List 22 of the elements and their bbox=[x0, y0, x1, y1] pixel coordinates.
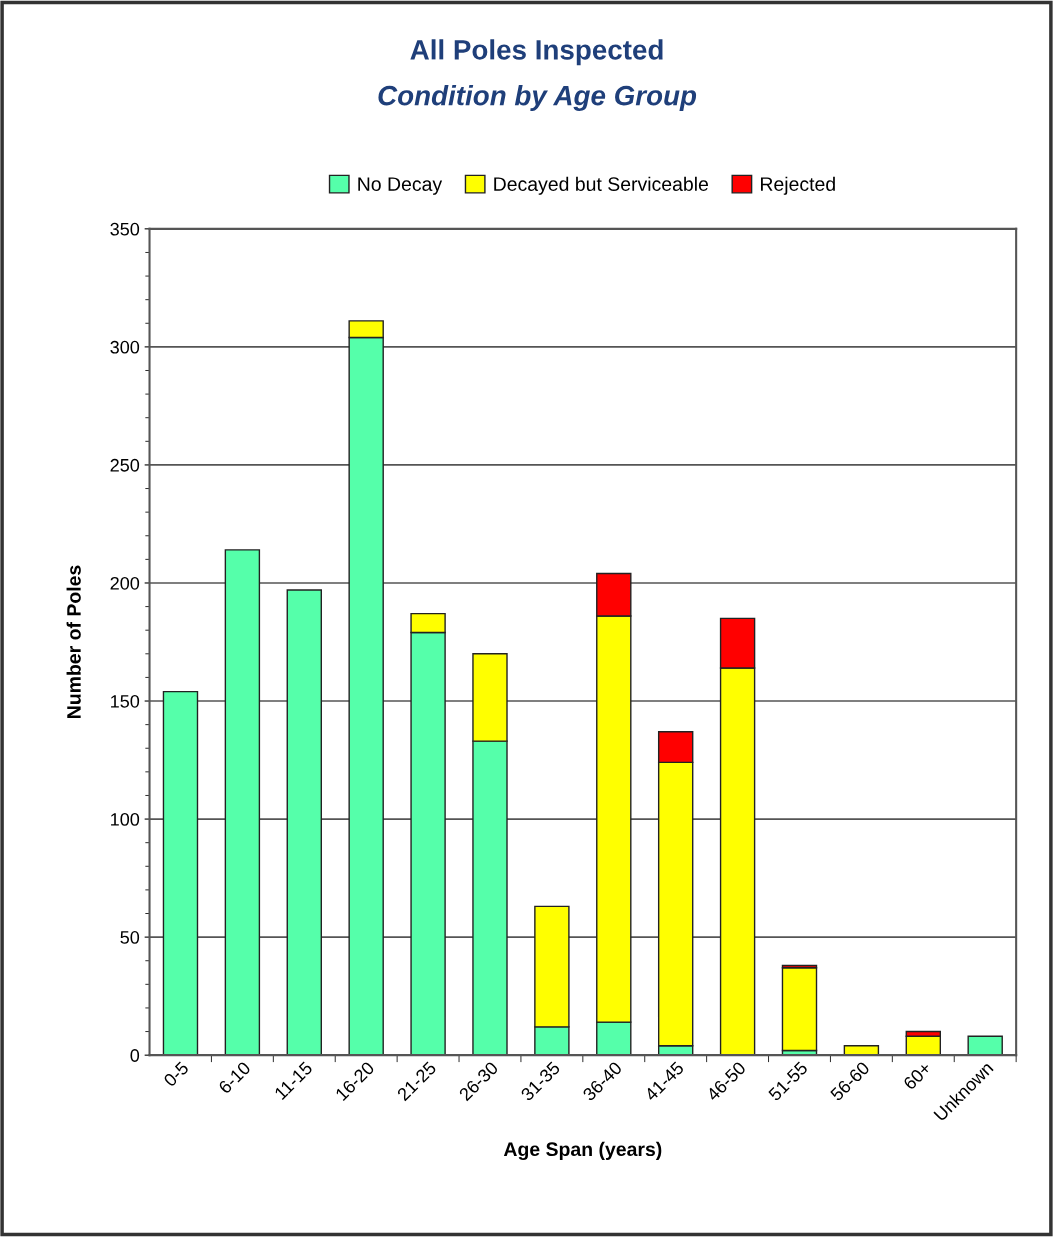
y-tick-label: 250 bbox=[110, 458, 140, 472]
y-tick-label: 100 bbox=[111, 813, 140, 826]
bar bbox=[224, 549, 261, 1056]
bar bbox=[286, 589, 322, 1056]
legend-label: No Decay bbox=[358, 177, 443, 195]
x-tick-label: 0-5 bbox=[162, 1060, 190, 1088]
x-axis-title: Age Span (years) bbox=[503, 1141, 662, 1161]
y-tick-label: 150 bbox=[111, 694, 140, 708]
chart-title: All Poles Inspected bbox=[410, 39, 663, 66]
y-tick-label: 50 bbox=[120, 931, 140, 944]
chart-subtitle: Condition by Age Group bbox=[378, 85, 697, 111]
y-tick-label: 300 bbox=[110, 340, 140, 354]
x-tick-label: 60+ bbox=[902, 1060, 933, 1091]
legend-label: Decayed but Serviceable bbox=[494, 176, 708, 195]
y-tick-label: 350 bbox=[110, 222, 140, 236]
bar bbox=[162, 690, 199, 1056]
y-tick-label: 200 bbox=[110, 576, 140, 590]
y-tick-label: 0 bbox=[130, 1049, 140, 1062]
bar bbox=[781, 967, 818, 1052]
bar bbox=[967, 1035, 1003, 1056]
y-axis-title: Number of Poles bbox=[66, 565, 81, 718]
legend-label: Rejected bbox=[761, 176, 835, 195]
